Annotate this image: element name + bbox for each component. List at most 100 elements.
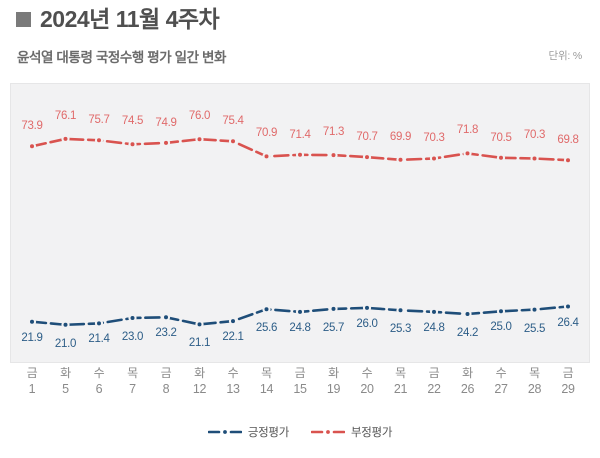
x-tick-date: 5: [62, 382, 69, 396]
x-tick-date: 13: [226, 382, 240, 396]
x-axis-tick: 목 14: [259, 366, 274, 397]
x-axis-tick: 목 21: [393, 366, 408, 397]
x-tick-day-of-week: 금: [428, 366, 440, 380]
x-tick-day-of-week: 목: [529, 366, 540, 380]
data-point-marker: [365, 305, 369, 310]
data-point-marker: [231, 139, 235, 144]
x-tick-day-of-week: 금: [26, 366, 38, 380]
x-tick-day-of-week: 수: [361, 366, 373, 380]
data-point-marker: [398, 157, 403, 162]
legend-line-marker-icon: [311, 430, 345, 434]
square-bullet-icon: [16, 12, 31, 27]
data-point-marker: [499, 155, 503, 160]
line-chart-svg: [27, 134, 573, 329]
unit-label: 단위: %: [548, 50, 583, 62]
x-tick-day-of-week: 화: [60, 366, 71, 380]
series-positive: [27, 302, 573, 329]
x-tick-day-of-week: 목: [127, 366, 138, 380]
legend-item-positive[interactable]: 긍정평가: [207, 424, 289, 440]
data-point-marker: [465, 312, 470, 316]
data-point-marker: [365, 155, 369, 160]
chart-header: 2024년 11월 4주차 윤석열 대통령 국정수행 평가 일간 변화 단위: …: [0, 0, 600, 78]
x-tick-date: 12: [192, 382, 207, 396]
x-axis-tick: 화 12: [192, 366, 207, 397]
x-tick-date: 26: [460, 382, 475, 396]
series-negative: [27, 134, 573, 165]
data-point-marker: [298, 309, 302, 314]
x-tick-date: 27: [494, 382, 508, 396]
legend-item-negative[interactable]: 부정평가: [311, 424, 392, 440]
data-point-marker: [30, 144, 34, 149]
data-point-marker: [97, 321, 101, 326]
data-point-marker: [63, 136, 68, 141]
data-point-marker: [499, 309, 503, 314]
positive-markers: [27, 302, 573, 329]
negative-markers: [27, 134, 573, 165]
x-axis-tick: 수 27: [494, 366, 508, 397]
x-axis: 금 1 화 5 수 6 목 7 금 8 화 12 수 13 목 14 금 15 화 19 수 20 목 21 금 22 화 26 수 27…: [10, 366, 590, 412]
title-row: 2024년 11월 4주차: [16, 6, 220, 32]
x-tick-date: 8: [162, 382, 170, 396]
x-tick-day-of-week: 화: [462, 366, 473, 380]
data-point-marker: [398, 308, 403, 313]
x-tick-day-of-week: 금: [160, 366, 172, 380]
x-tick-date: 6: [95, 382, 103, 396]
page-subtitle: 윤석열 대통령 국정수행 평가 일간 변화: [17, 50, 227, 65]
data-point-marker: [432, 309, 436, 314]
x-tick-date: 21: [393, 382, 408, 396]
x-axis-tick: 화 26: [460, 366, 475, 397]
data-point-marker: [264, 154, 269, 159]
x-tick-date: 20: [360, 382, 374, 396]
data-point-marker: [532, 307, 537, 312]
x-axis-tick: 목 28: [527, 366, 542, 397]
x-tick-day-of-week: 금: [294, 366, 306, 380]
x-tick-day-of-week: 금: [562, 366, 574, 380]
data-point-marker: [566, 304, 570, 309]
x-axis-tick: 수 13: [226, 366, 240, 397]
data-point-marker: [97, 138, 101, 143]
data-point-marker: [298, 152, 302, 157]
x-axis-tick: 화 19: [326, 366, 341, 397]
data-point-marker: [197, 137, 202, 142]
x-tick-day-of-week: 화: [328, 366, 339, 380]
data-point-marker: [164, 315, 168, 320]
x-tick-date: 22: [427, 382, 441, 396]
x-tick-date: 7: [129, 382, 136, 396]
x-axis-tick: 금 15: [293, 366, 307, 397]
data-point-marker: [30, 319, 34, 324]
data-point-marker: [231, 319, 235, 324]
chart-legend: 긍정평가 부정평가: [0, 424, 600, 440]
x-tick-date: 14: [259, 382, 274, 396]
x-tick-day-of-week: 목: [395, 366, 406, 380]
page-title: 2024년 11월 4주차: [40, 6, 220, 32]
x-tick-day-of-week: 목: [261, 366, 272, 380]
legend-line-marker-icon: [207, 430, 242, 434]
x-tick-date: 19: [326, 382, 341, 396]
data-point-marker: [63, 322, 68, 327]
x-tick-day-of-week: 수: [93, 366, 105, 380]
data-point-marker: [432, 156, 436, 161]
x-axis-tick: 금 29: [561, 366, 575, 397]
x-axis-tick: 금 22: [427, 366, 441, 397]
x-tick-date: 1: [28, 382, 36, 396]
data-point-marker: [164, 140, 168, 145]
data-point-marker: [532, 156, 537, 161]
data-point-marker: [130, 316, 135, 320]
x-axis-tick: 수 20: [360, 366, 374, 397]
x-tick-day-of-week: 수: [227, 366, 239, 380]
data-point-marker: [331, 153, 336, 158]
data-point-marker: [197, 322, 202, 327]
data-point-marker: [130, 142, 135, 147]
legend-label: 부정평가: [351, 427, 393, 439]
x-tick-date: 28: [527, 382, 542, 396]
plot-area-background: [10, 83, 590, 363]
x-tick-date: 15: [293, 382, 307, 396]
x-tick-day-of-week: 수: [495, 366, 507, 380]
x-tick-day-of-week: 화: [194, 366, 205, 380]
